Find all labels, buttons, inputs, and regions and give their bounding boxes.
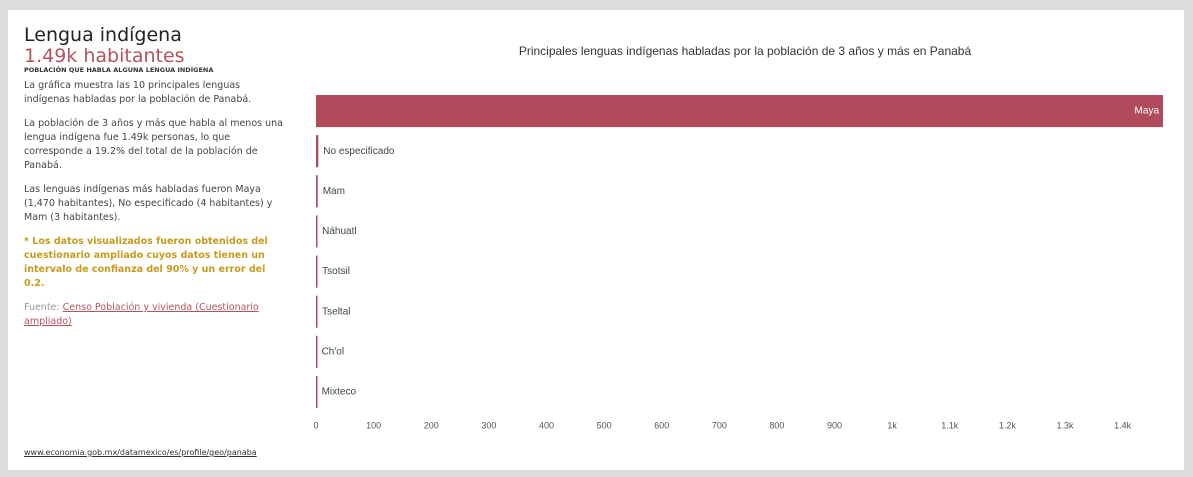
panel-subtitle: 1.49k habitantes [24, 45, 185, 67]
bar [316, 95, 1163, 128]
bar-label: Náhuatl [322, 226, 356, 237]
x-tick-label: 1.2k [999, 420, 1017, 430]
bar [316, 375, 318, 408]
bar [316, 335, 318, 368]
bar-label: Tseltal [322, 306, 350, 317]
source-prefix: Fuente: [24, 302, 60, 313]
bar-label: Tsotsil [322, 266, 350, 277]
paragraph: Las lenguas indígenas más habladas fuero… [24, 184, 273, 223]
x-tick-label: 400 [539, 420, 554, 430]
bar-label: No especificado [323, 146, 395, 157]
x-tick-label: 0 [313, 420, 318, 430]
bar-label: Mixteco [322, 387, 357, 398]
bar-label: Mam [323, 186, 345, 197]
panel-caption: POBLACIÓN QUE HABLA ALGUNA LENGUA INDÍGE… [24, 66, 214, 74]
note: * Los datos visualizados fueron obtenido… [24, 236, 268, 289]
chart-title: Principales lenguas indígenas habladas p… [519, 44, 972, 58]
x-tick-label: 800 [769, 420, 784, 430]
bar [316, 255, 318, 288]
x-tick-label: 500 [597, 420, 612, 430]
bar [316, 215, 318, 248]
side-panel: Lengua indígena 1.49k habitantes POBLACI… [24, 24, 284, 339]
x-tick-label: 100 [366, 420, 381, 430]
bar [316, 135, 319, 168]
bar-label: Ch'ol [322, 346, 344, 357]
x-tick-label: 1.3k [1057, 420, 1075, 430]
x-tick-label: 300 [481, 420, 496, 430]
source-link[interactable]: Censo Población y vivienda (Cuestionario… [24, 302, 259, 327]
panel-title: Lengua indígena [24, 24, 182, 46]
x-tick-label: 1k [887, 420, 897, 430]
x-tick-label: 900 [827, 420, 842, 430]
x-tick-label: 1.4k [1114, 420, 1132, 430]
x-tick-label: 700 [712, 420, 727, 430]
bar [316, 295, 318, 328]
source: Fuente: Censo Población y vivienda (Cues… [24, 301, 284, 329]
x-tick-label: 200 [424, 420, 439, 430]
bar-label: Maya [1135, 106, 1160, 117]
footer-link[interactable]: www.economia.gob.mx/datamexico/es/profil… [24, 448, 257, 457]
paragraph: La gráfica muestra las 10 principales le… [24, 80, 252, 105]
paragraph: La población de 3 años y más que habla a… [24, 118, 283, 171]
card [8, 10, 1184, 470]
x-tick-label: 1.1k [941, 420, 959, 430]
bar [316, 175, 318, 208]
x-tick-label: 600 [654, 420, 669, 430]
